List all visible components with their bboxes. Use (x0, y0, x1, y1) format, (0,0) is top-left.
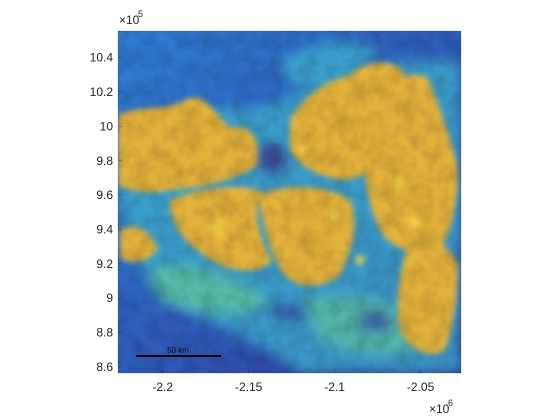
y-tick-label: 9.2 (96, 257, 113, 271)
y-axis-ticks: 10.4 10.2 10 9.8 9.6 9.4 9.2 9 8.8 8.6 (90, 51, 122, 374)
x-axis-ticks: -2.2 -2.15 -2.1 -2.05 (152, 369, 435, 394)
y-exponent: ×10 5 (119, 9, 143, 27)
x-exponent-base: ×10 (429, 402, 450, 416)
y-tick-label: 8.8 (96, 326, 113, 340)
x-exponent-power: 6 (448, 398, 453, 408)
y-tick-label: 10.4 (90, 51, 114, 65)
x-tick-label: -2.2 (152, 380, 173, 394)
y-exponent-power: 5 (138, 9, 143, 19)
x-tick-label: -2.15 (235, 380, 263, 394)
x-tick-label: -2.1 (324, 380, 345, 394)
scale-bar-label: 50 km (167, 346, 189, 355)
relief-texture (118, 31, 461, 373)
y-tick-label: 9 (106, 291, 113, 305)
plot-frame (117, 30, 462, 374)
y-tick-label: 10 (100, 119, 114, 133)
y-tick-label: 9.8 (96, 154, 113, 168)
x-tick-label: -2.05 (407, 380, 435, 394)
scale-bar: 50 km (136, 346, 221, 357)
y-tick-label: 8.6 (96, 360, 113, 374)
y-tick-label: 9.6 (96, 188, 113, 202)
y-tick-label: 9.4 (96, 222, 113, 236)
y-exponent-base: ×10 (119, 13, 140, 27)
y-tick-label: 10.2 (90, 85, 114, 99)
map-plot-area (118, 31, 461, 373)
x-exponent: ×10 6 (429, 398, 453, 416)
